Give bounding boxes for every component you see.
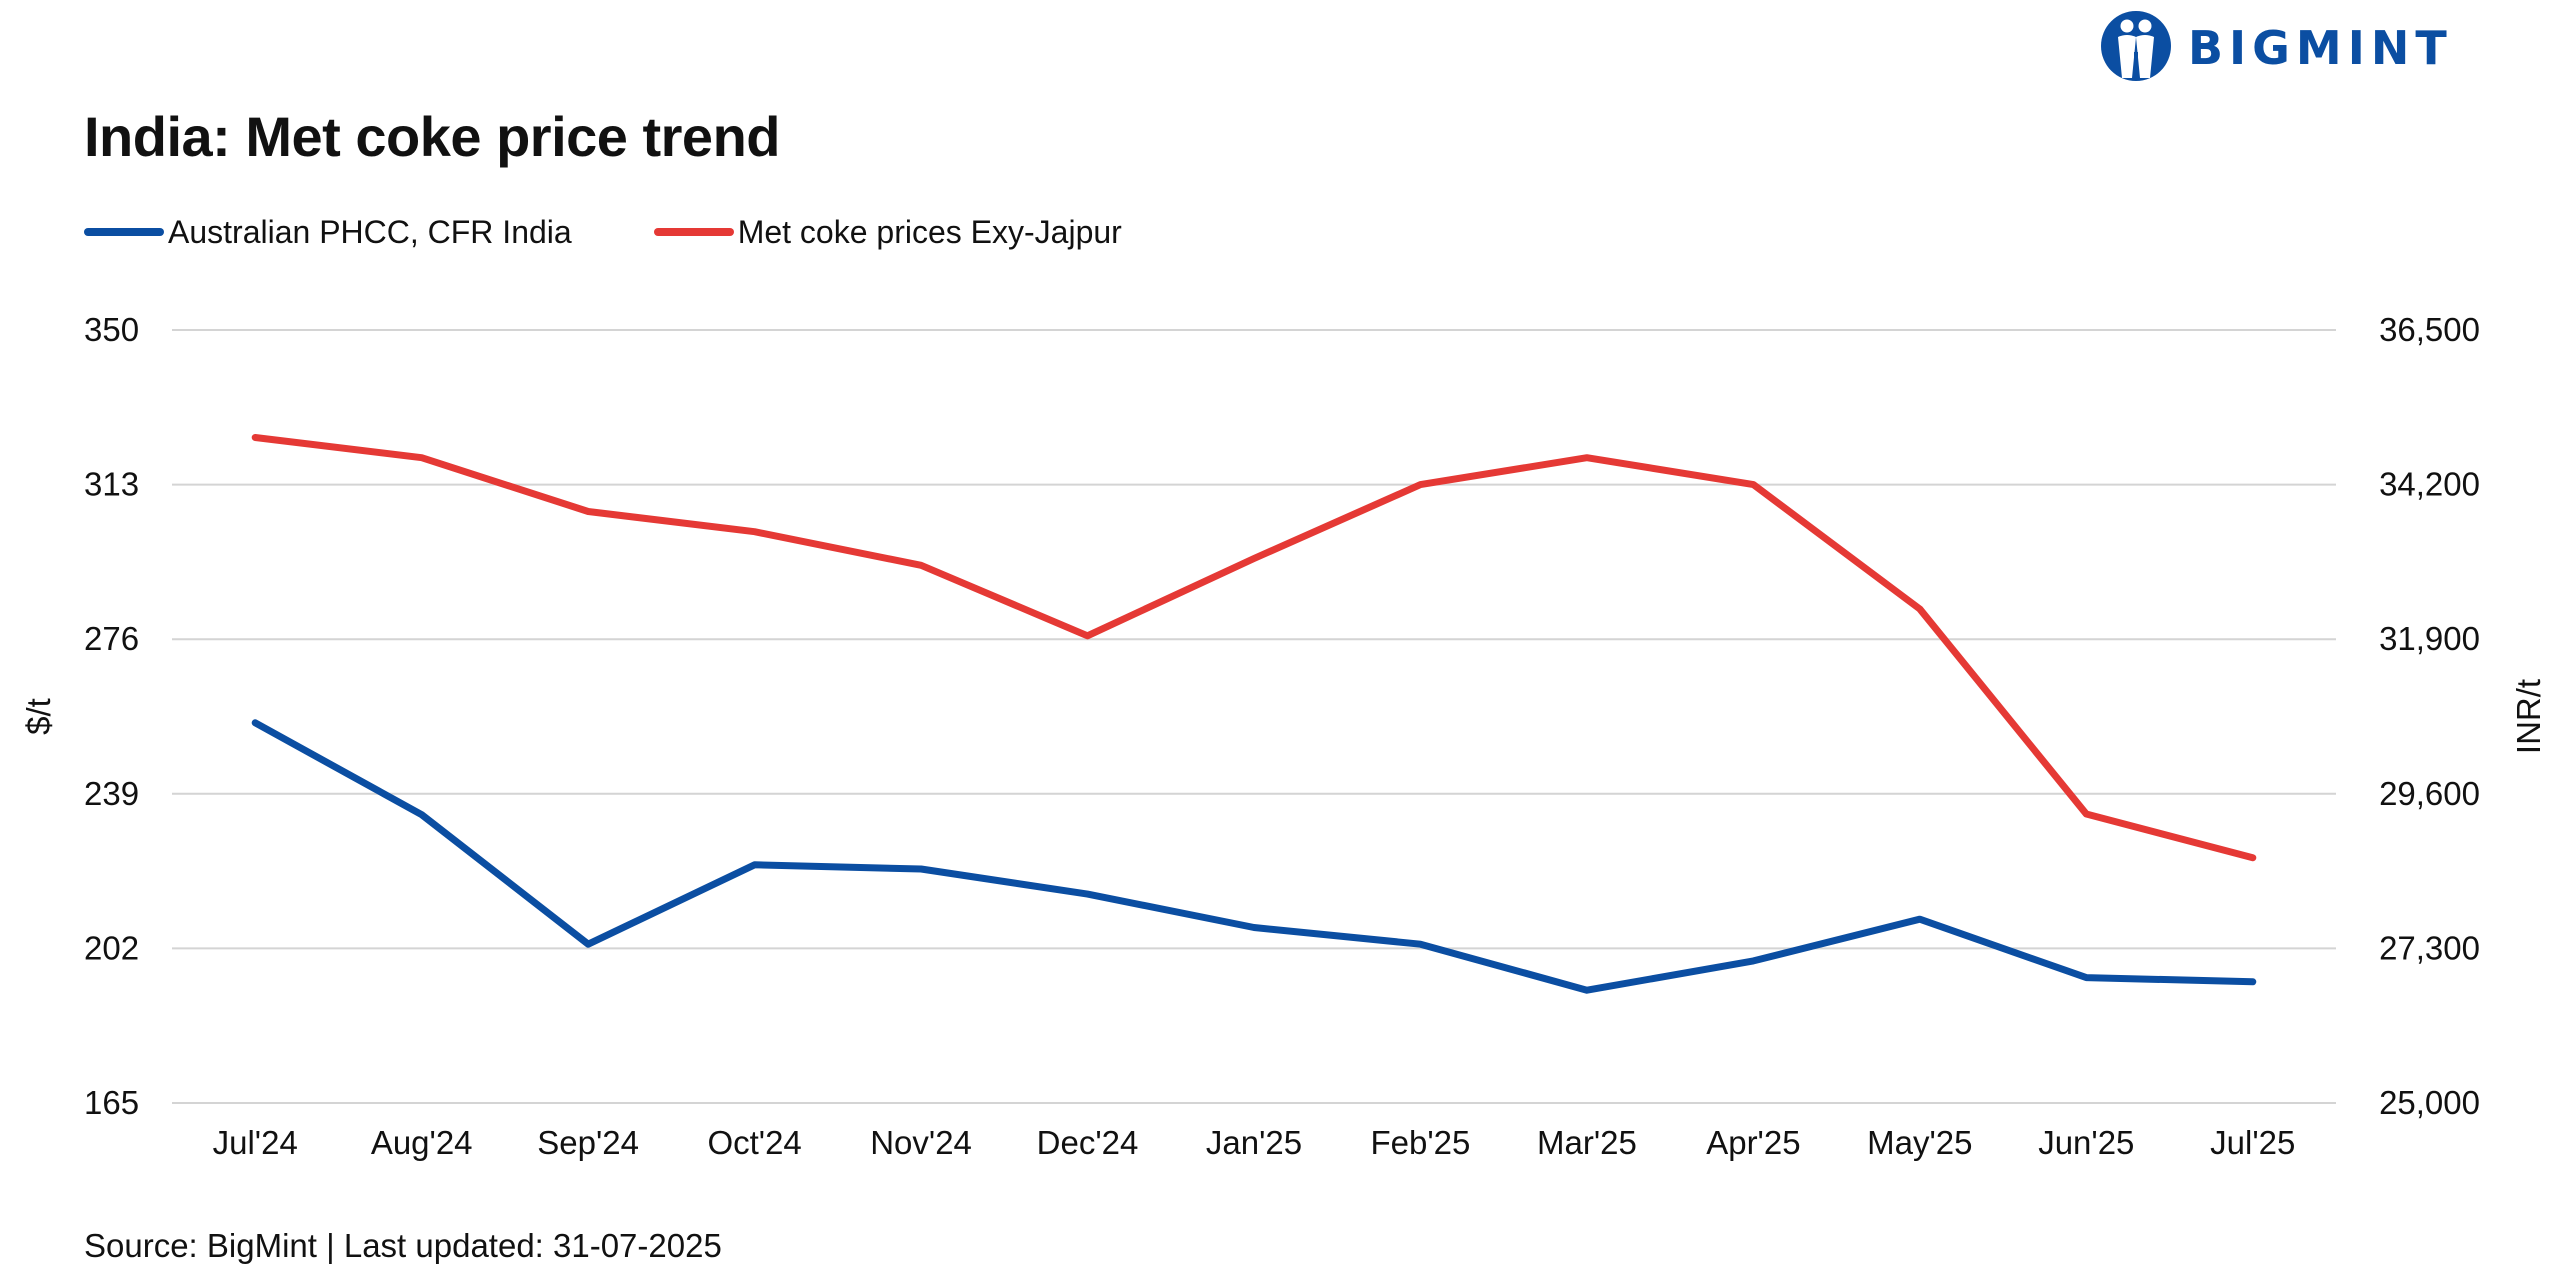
legend-swatch-red [653,228,734,236]
chart-title: India: Met coke price trend [84,105,781,168]
bigmint-logo: BIGMINT [2101,11,2453,81]
x-axis-tick-label: Apr'25 [1706,1124,1800,1161]
right-axis-tick-label: 31,900 [2379,620,2480,657]
legend-label: Australian PHCC, CFR India [168,213,572,250]
right-axis-label: INR/t [2510,679,2547,754]
x-axis-tick-label: Aug'24 [371,1124,473,1161]
legend-item-met-coke: Met coke prices Exy-Jajpur [653,213,1122,251]
left-axis-tick-label: 350 [84,311,139,348]
x-axis-tick-label: Dec'24 [1037,1124,1139,1161]
x-axis-tick-label: Jun'25 [2038,1124,2134,1161]
right-axis-tick-label: 25,000 [2379,1084,2480,1121]
legend-item-australian-phcc: Australian PHCC, CFR India [84,214,572,251]
right-axis-tick-label: 34,200 [2379,466,2480,503]
x-axis-tick-label: May'25 [1867,1124,1972,1161]
x-axis-tick-label: Jul'25 [2210,1124,2295,1161]
right-axis-tick-label: 29,600 [2379,775,2480,812]
left-axis-label: $/t [20,698,57,735]
legend-label: Met coke prices Exy-Jajpur [737,213,1122,250]
x-axis-tick-label: Sep'24 [537,1124,639,1161]
left-axis-tick-label: 276 [84,620,139,657]
source-note: Source: BigMint | Last updated: 31-07-20… [84,1227,722,1264]
legend: Australian PHCC, CFR India Met coke pric… [84,210,1122,254]
legend-swatch-blue [84,228,164,236]
x-axis-tick-label: Nov'24 [870,1124,972,1161]
x-axis-tick-label: Oct'24 [707,1124,801,1161]
series-line-australian-phcc [251,719,2257,994]
x-axis-tick-label: Jul'24 [213,1124,298,1161]
left-axis-tick-label: 202 [84,929,139,966]
x-axis-tick-label: Feb'25 [1371,1124,1471,1161]
x-axis-tick-label: Jan'25 [1206,1124,1302,1161]
left-axis-tick-label: 239 [84,775,139,812]
brand-name: BIGMINT [2188,21,2453,75]
right-axis-tick-label: 36,500 [2379,311,2480,348]
left-axis-tick-label: 313 [84,466,139,503]
right-axis-tick-label: 27,300 [2379,929,2480,966]
x-axis-tick-label: Mar'25 [1537,1124,1637,1161]
series-line-met-coke-exy-jajpur [251,434,2257,862]
left-axis-tick-label: 165 [84,1084,139,1121]
